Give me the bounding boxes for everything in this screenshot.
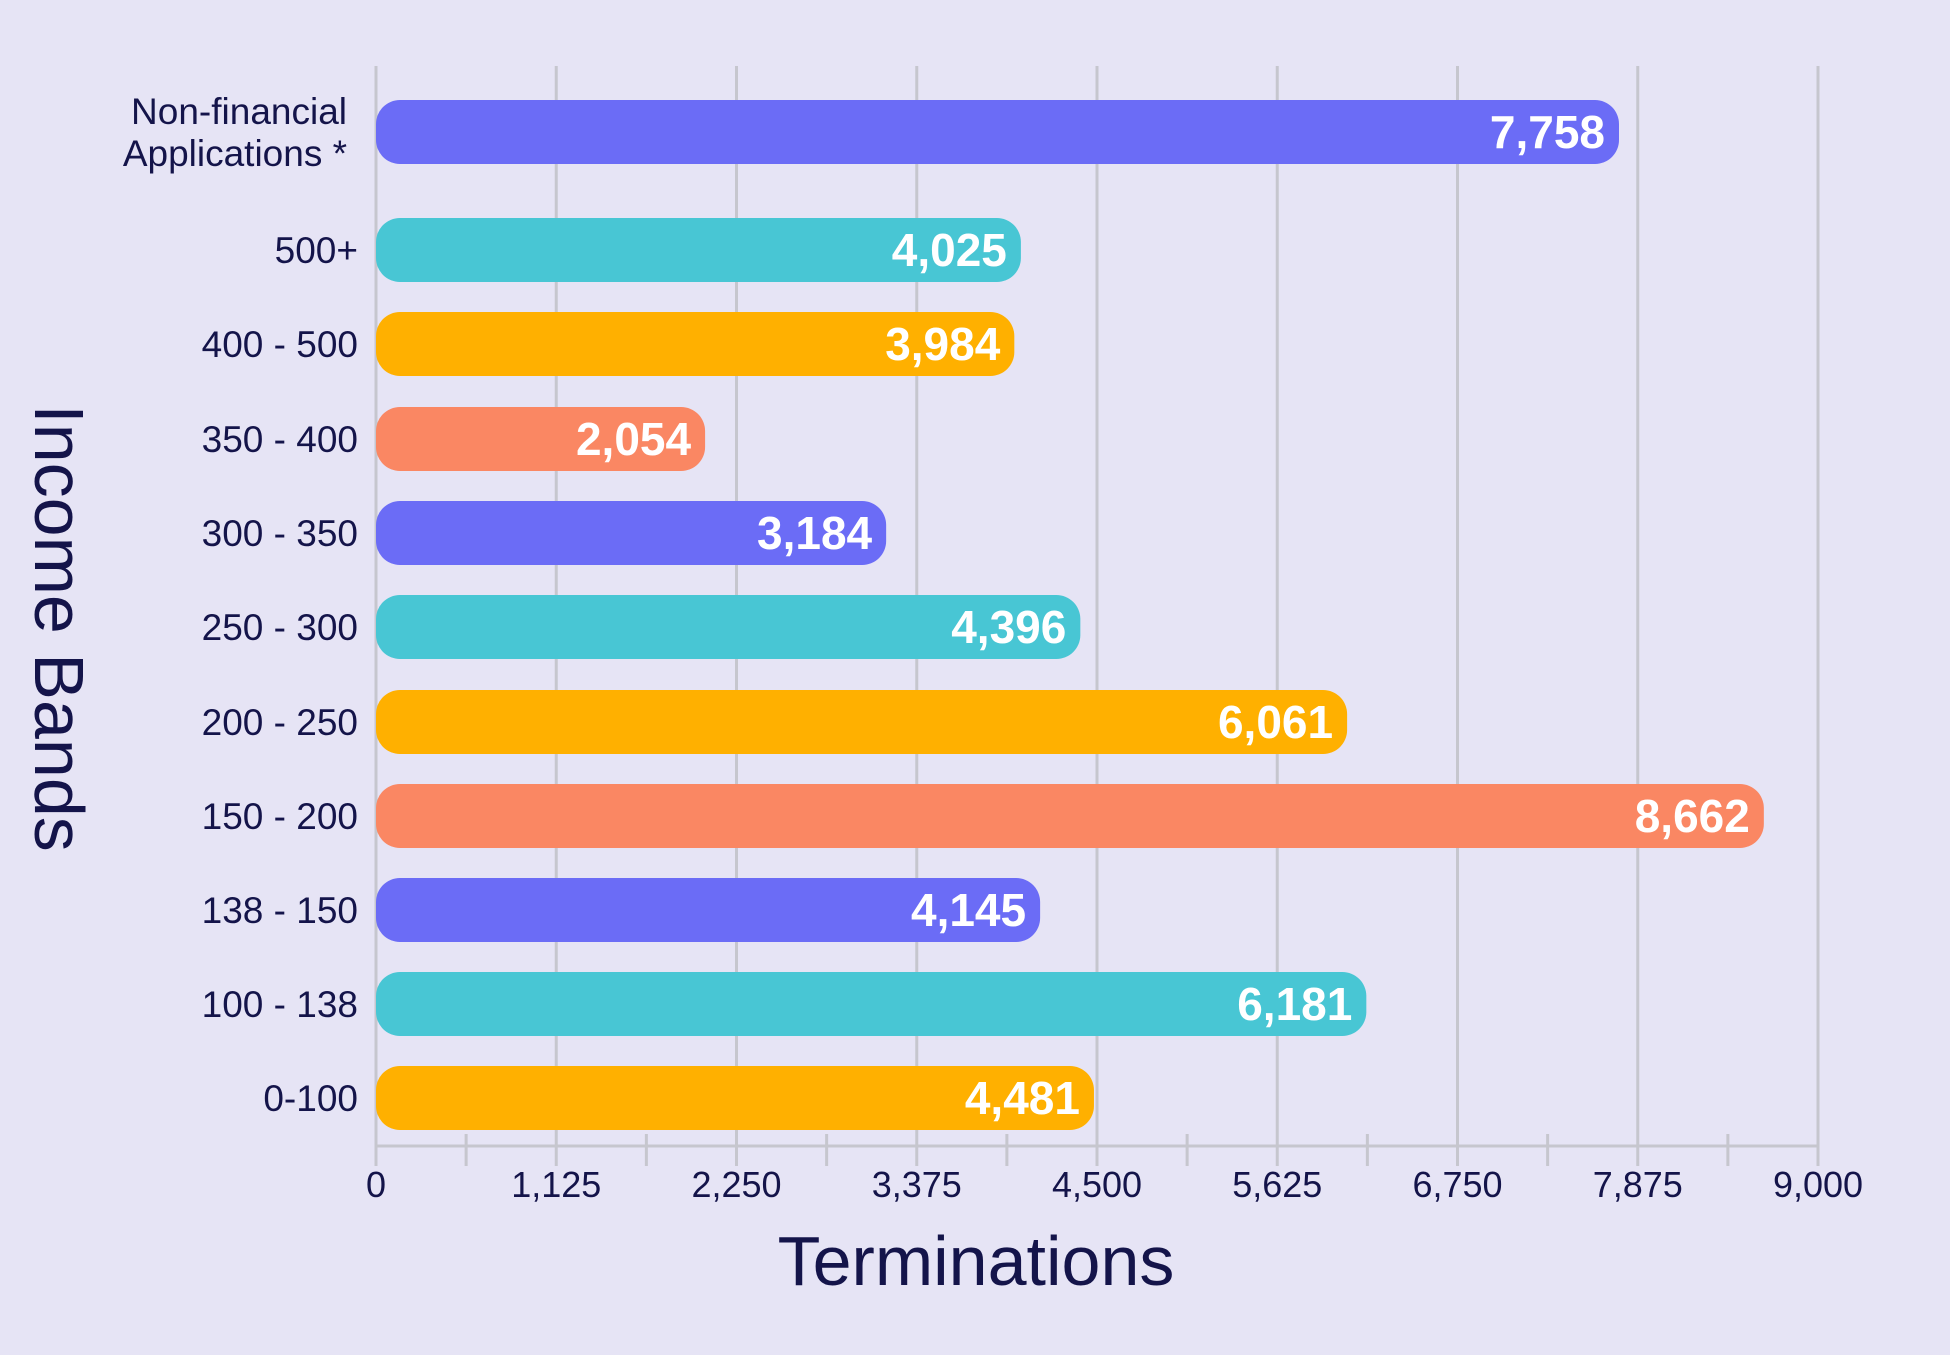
category-label: 250 - 300	[202, 607, 358, 648]
bar	[376, 312, 1015, 376]
category-label: 500+	[275, 230, 358, 271]
bar-value-label: 4,396	[951, 601, 1066, 653]
x-tick-label: 4,500	[1052, 1164, 1142, 1205]
bar	[376, 1066, 1094, 1130]
category-label: 0-100	[263, 1078, 358, 1119]
bar	[376, 407, 706, 471]
x-axis: 0 1,125 2,250 3,375 4,500 5,625 6,750 7,875 9,00…	[366, 1134, 1863, 1205]
bar-value-label: 4,145	[911, 884, 1026, 936]
bar	[376, 690, 1348, 754]
x-tick-label: 6,750	[1412, 1164, 1502, 1205]
category-label: 150 - 200	[202, 796, 358, 837]
category-label: 300 - 350	[202, 513, 358, 554]
x-axis-title: Terminations	[778, 1222, 1175, 1300]
x-tick-label: 2,250	[691, 1164, 781, 1205]
category-label: 138 - 150	[202, 890, 358, 931]
category-label: 350 - 400	[202, 419, 358, 460]
bar-value-label: 4,481	[965, 1072, 1080, 1124]
bar-value-label: 3,184	[757, 507, 873, 559]
category-labels: Non-financial Applications * 500+ 400 - 500…	[123, 91, 358, 1119]
x-tick-label: 7,875	[1593, 1164, 1683, 1205]
bar-value-label: 6,181	[1237, 978, 1352, 1030]
bar	[376, 878, 1041, 942]
bar	[376, 784, 1764, 848]
y-axis-title: Income Bands	[20, 404, 98, 851]
bar-value-label: 6,061	[1218, 696, 1333, 748]
bar-value-label: 7,758	[1490, 106, 1605, 158]
bar	[376, 595, 1081, 659]
category-label: 100 - 138	[202, 984, 358, 1025]
x-tick-label: 9,000	[1773, 1164, 1863, 1205]
category-label: 200 - 250	[202, 702, 358, 743]
x-tick-label: 3,375	[872, 1164, 962, 1205]
bar	[376, 100, 1620, 164]
bars: 7,758 4,025 3,984 2,054 3,184 4,396 6,061 8,662…	[376, 100, 1764, 1130]
x-tick-label: 0	[366, 1164, 386, 1205]
bar	[376, 501, 887, 565]
bar-value-label: 4,025	[892, 224, 1007, 276]
x-tick-label: 1,125	[511, 1164, 601, 1205]
bar-value-label: 3,984	[885, 318, 1001, 370]
bar-value-label: 8,662	[1635, 790, 1750, 842]
category-label: 400 - 500	[202, 324, 358, 365]
x-tick-label: 5,625	[1232, 1164, 1322, 1205]
bar	[376, 218, 1021, 282]
bar-value-label: 2,054	[576, 413, 692, 465]
category-label: Non-financial Applications *	[123, 91, 347, 174]
bar	[376, 972, 1367, 1036]
